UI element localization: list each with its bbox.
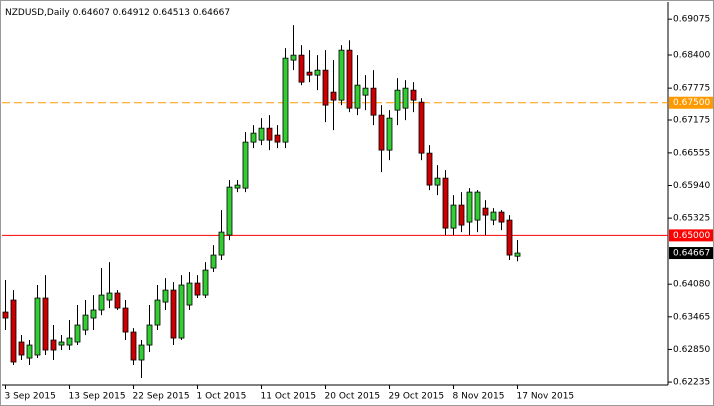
candle-body <box>458 204 465 226</box>
candle-body <box>474 191 481 221</box>
candle-body <box>306 71 313 76</box>
y-tick-label: 0.62850 <box>673 345 710 355</box>
level-label: 0.67500 <box>673 98 710 108</box>
candle-body <box>466 191 473 223</box>
candle-body <box>114 292 121 309</box>
y-tick-label: 0.63465 <box>673 312 710 322</box>
y-tick-label: 0.69075 <box>673 15 710 25</box>
last-close: 0.64667 <box>193 8 230 18</box>
x-tick-label: 17 Nov 2015 <box>517 392 575 402</box>
candle-body <box>242 141 249 189</box>
candle-body <box>322 69 329 106</box>
candle-body <box>450 204 457 229</box>
candle-body <box>330 91 337 101</box>
candle-body <box>218 231 225 256</box>
y-tick-label: 0.62235 <box>673 378 710 388</box>
level-label-box <box>669 96 713 109</box>
candle-body <box>66 337 73 346</box>
last-high: 0.64912 <box>113 8 150 18</box>
x-tick-label: 3 Sep 2015 <box>5 392 56 402</box>
candle-body <box>482 207 489 216</box>
candle-body <box>26 344 33 359</box>
last-open: 0.64607 <box>73 8 110 18</box>
candle-body <box>426 152 433 186</box>
candle-body <box>138 344 145 361</box>
candle-body <box>434 177 441 186</box>
candle-body <box>354 84 361 109</box>
x-tick-label: 11 Oct 2015 <box>261 392 317 402</box>
candle-body <box>282 57 289 143</box>
candle-body <box>290 54 297 61</box>
candle-body <box>346 49 353 109</box>
candle-body <box>250 132 257 143</box>
x-tick-label: 13 Sep 2015 <box>69 392 126 402</box>
price-label-box <box>669 247 713 260</box>
price-label: 0.64667 <box>673 249 710 259</box>
candle-body <box>18 341 25 356</box>
candle-body <box>498 211 505 223</box>
candle-body <box>210 254 217 269</box>
candle-body <box>410 89 417 101</box>
candle-body <box>394 89 401 111</box>
candle-body <box>162 289 169 303</box>
x-tick-label: 1 Oct 2015 <box>197 392 247 402</box>
candle-body <box>34 297 41 356</box>
y-tick-label: 0.65325 <box>673 214 710 224</box>
candle-body <box>58 341 65 346</box>
candle-body <box>378 114 385 151</box>
candle-body <box>90 309 97 319</box>
y-tick-label: 0.67175 <box>673 115 710 125</box>
candle-body <box>506 219 513 256</box>
chart-title: NZDUSD,Daily 0.64607 0.64912 0.64513 0.6… <box>5 8 230 18</box>
x-tick-label: 22 Sep 2015 <box>133 392 190 402</box>
candle-body <box>98 294 105 311</box>
x-tick-label: 29 Oct 2015 <box>389 392 445 402</box>
candle-body <box>154 299 161 326</box>
candle-body <box>314 69 321 76</box>
level-label-box <box>669 229 713 242</box>
level-label: 0.65000 <box>673 231 710 241</box>
candle-body <box>514 252 521 257</box>
candle-body <box>50 339 57 351</box>
candle-body <box>338 49 345 101</box>
candle-body <box>122 307 129 333</box>
candle-body <box>418 101 425 154</box>
candle-body <box>170 289 177 339</box>
y-tick-label: 0.64080 <box>673 280 710 290</box>
x-tick-label: 8 Nov 2015 <box>453 392 505 402</box>
candle-body <box>234 184 241 189</box>
candle-body <box>194 282 201 296</box>
last-low: 0.64513 <box>153 8 190 18</box>
y-tick-label: 0.65940 <box>673 181 710 191</box>
candle-body <box>82 314 89 331</box>
candle-body <box>202 269 209 296</box>
candle-body <box>226 186 233 236</box>
candle-body <box>10 299 17 363</box>
candle-body <box>274 134 281 143</box>
candle-body <box>266 127 273 141</box>
candle-body <box>178 284 185 339</box>
candle-body <box>442 177 449 229</box>
x-tick-label: 20 Oct 2015 <box>325 392 381 402</box>
y-tick-label: 0.67775 <box>673 84 710 94</box>
y-tick-label: 0.68400 <box>673 50 710 60</box>
candle-body <box>490 211 497 221</box>
candle-body <box>130 331 137 361</box>
candle-body <box>186 282 193 306</box>
candle-body <box>386 117 393 151</box>
candle-body <box>74 324 81 343</box>
candle-body <box>146 324 153 346</box>
candle-body <box>42 297 49 351</box>
candle-body <box>370 87 377 116</box>
candle-body <box>106 292 113 301</box>
candle-body <box>2 311 9 319</box>
candle-body <box>258 127 265 141</box>
candle-body <box>362 87 369 96</box>
candle-body <box>298 54 305 83</box>
candle-body <box>402 87 409 109</box>
symbol: NZDUSD,Daily <box>5 8 70 18</box>
y-tick-label: 0.66555 <box>673 148 710 158</box>
